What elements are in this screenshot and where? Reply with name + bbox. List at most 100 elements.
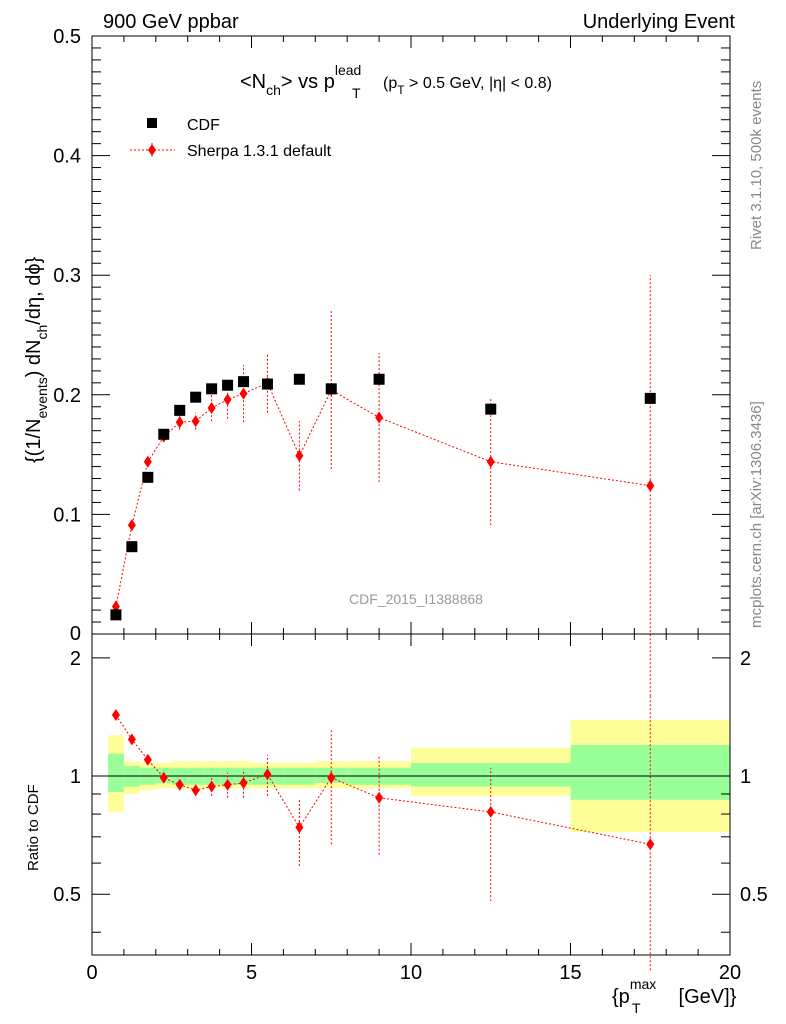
ratio-point — [239, 776, 248, 789]
ratio-point — [295, 821, 304, 834]
mc-point — [295, 449, 304, 462]
cdf-point — [325, 383, 337, 395]
x-tick-labels: 0 5 10 15 20 — [86, 962, 741, 984]
cdf-point — [174, 404, 186, 416]
ylabel-a-sub: events — [34, 377, 50, 418]
cdf-point — [158, 428, 170, 440]
cdf-point — [126, 541, 138, 553]
rivet-label: Rivet 3.1.10, 500k events — [748, 81, 765, 250]
ratio-point — [375, 791, 384, 804]
mc-point — [207, 401, 216, 414]
mc-point — [127, 519, 136, 532]
ylabel-b: ) dN — [23, 339, 45, 377]
legend-cdf-label: CDF — [187, 117, 220, 134]
main-y-tick-label: 0.3 — [53, 265, 81, 287]
mc-point — [486, 455, 495, 468]
cdf-point — [190, 391, 202, 403]
inner-band-bin — [107, 753, 124, 793]
main-y-tick-label: 0.4 — [53, 146, 81, 168]
main-y-tick-label: 0.1 — [53, 504, 81, 526]
cdf-point — [261, 378, 273, 390]
ratio-point — [223, 778, 232, 791]
legend-mc-label: Sherpa 1.3.1 default — [187, 143, 332, 160]
ratio-point — [191, 784, 200, 797]
mc-point — [223, 393, 232, 406]
ratio-y-tick-labels: 0.5 0.5 1 1 2 2 — [53, 648, 768, 906]
ratio-y-axis-label: Ratio to CDF — [25, 784, 42, 871]
cdf-point — [238, 376, 250, 388]
cdf-point — [142, 471, 154, 483]
ratio-y-tick-label-right: 0.5 — [740, 884, 768, 906]
x-tick-label: 0 — [86, 962, 97, 984]
header-left: 900 GeV ppbar — [103, 11, 239, 33]
title-cut-sub: T — [397, 83, 405, 97]
x-tick-label: 10 — [400, 962, 422, 984]
ratio-point — [327, 771, 336, 784]
ratio-point — [111, 709, 120, 722]
ratio-point — [207, 780, 216, 793]
title-cut-post: > 0.5 GeV, |η| < 0.8) — [405, 75, 552, 92]
mc-point — [646, 479, 655, 492]
ratio-y-tick-label-right: 1 — [740, 766, 751, 788]
mc-point — [175, 416, 184, 429]
mc-point — [191, 415, 200, 428]
main-panel: 0.10.20.30.40.5 0 CDF_2015_I1388868 <Nch… — [23, 26, 731, 697]
xlabel-post: [GeV]} — [673, 986, 737, 1008]
title-mid: > vs p — [281, 71, 335, 93]
x-tick-label: 20 — [719, 962, 741, 984]
ratio-point — [486, 805, 495, 818]
plot-title: <Nch> vs plead T(pT > 0.5 GeV, |η| < 0.8) — [240, 62, 552, 101]
cdf-point — [293, 373, 305, 385]
ratio-panel: 0.5 0.5 1 1 2 2 0 5 10 15 20 Ratio to CDF {pmax T … — [25, 633, 768, 1016]
title-pre: <N — [240, 71, 266, 93]
ratio-points — [111, 709, 655, 851]
mc-point — [375, 411, 384, 424]
xlabel-pre: {p — [612, 986, 630, 1008]
title-mid-sup: lead — [335, 62, 361, 78]
x-tick-label: 5 — [246, 962, 257, 984]
inner-band-bin — [411, 762, 571, 787]
title-pre-sub: ch — [266, 82, 281, 98]
cdf-point — [206, 383, 218, 395]
ratio-point — [159, 771, 168, 784]
cdf-point — [373, 373, 385, 385]
cdf-point — [485, 403, 497, 415]
ratio-error-bars — [115, 695, 651, 971]
main-frame — [91, 35, 731, 635]
main-y-tick-label: 0.2 — [53, 385, 81, 407]
main-y-zero-label: 0 — [70, 623, 81, 645]
ratio-point — [263, 768, 272, 781]
title-mid-sub: T — [352, 85, 361, 101]
x-axis-label: {pmax T [GeV]} — [612, 976, 737, 1016]
main-y-axis-label: {(1/Nevents) dNch/dη, dϕ} — [23, 256, 50, 463]
xlabel-sub: T — [632, 1000, 641, 1016]
ylabel-b-sub: ch — [34, 325, 50, 340]
cdf-point — [110, 609, 122, 621]
cdf-point — [644, 392, 656, 404]
main-y-tick-label: 0.5 — [53, 26, 81, 48]
mc-point — [239, 387, 248, 400]
ratio-y-tick-label: 1 — [70, 766, 81, 788]
ratio-y-tick-label-right: 2 — [740, 648, 751, 670]
cdf-points — [110, 373, 656, 621]
title-cut-pre: (p — [383, 75, 397, 92]
main-axis-ticks — [91, 35, 731, 635]
ylabel-a: {(1/N — [23, 419, 45, 463]
ratio-point — [127, 733, 136, 746]
x-tick-label: 15 — [559, 962, 581, 984]
ratio-point — [175, 778, 184, 791]
ratio-axis-ticks — [91, 634, 731, 955]
mcplots-label: mcplots.cern.ch [arXiv:1306.3436] — [748, 401, 765, 628]
cdf-point — [222, 379, 234, 391]
legend-mc-marker — [148, 144, 156, 156]
xlabel-sup: max — [630, 976, 656, 992]
main-y-tick-labels: 0.1 0.2 0.3 0.4 0.5 — [53, 26, 81, 526]
legend-cdf-marker — [147, 118, 157, 128]
ratio-point — [143, 753, 152, 766]
ratio-point — [646, 838, 655, 851]
ylabel-c: /dη, dϕ} — [23, 256, 45, 324]
ratio-y-tick-label: 0.5 — [53, 884, 81, 906]
ratio-y-tick-label: 2 — [70, 648, 81, 670]
header-right: Underlying Event — [583, 11, 736, 33]
